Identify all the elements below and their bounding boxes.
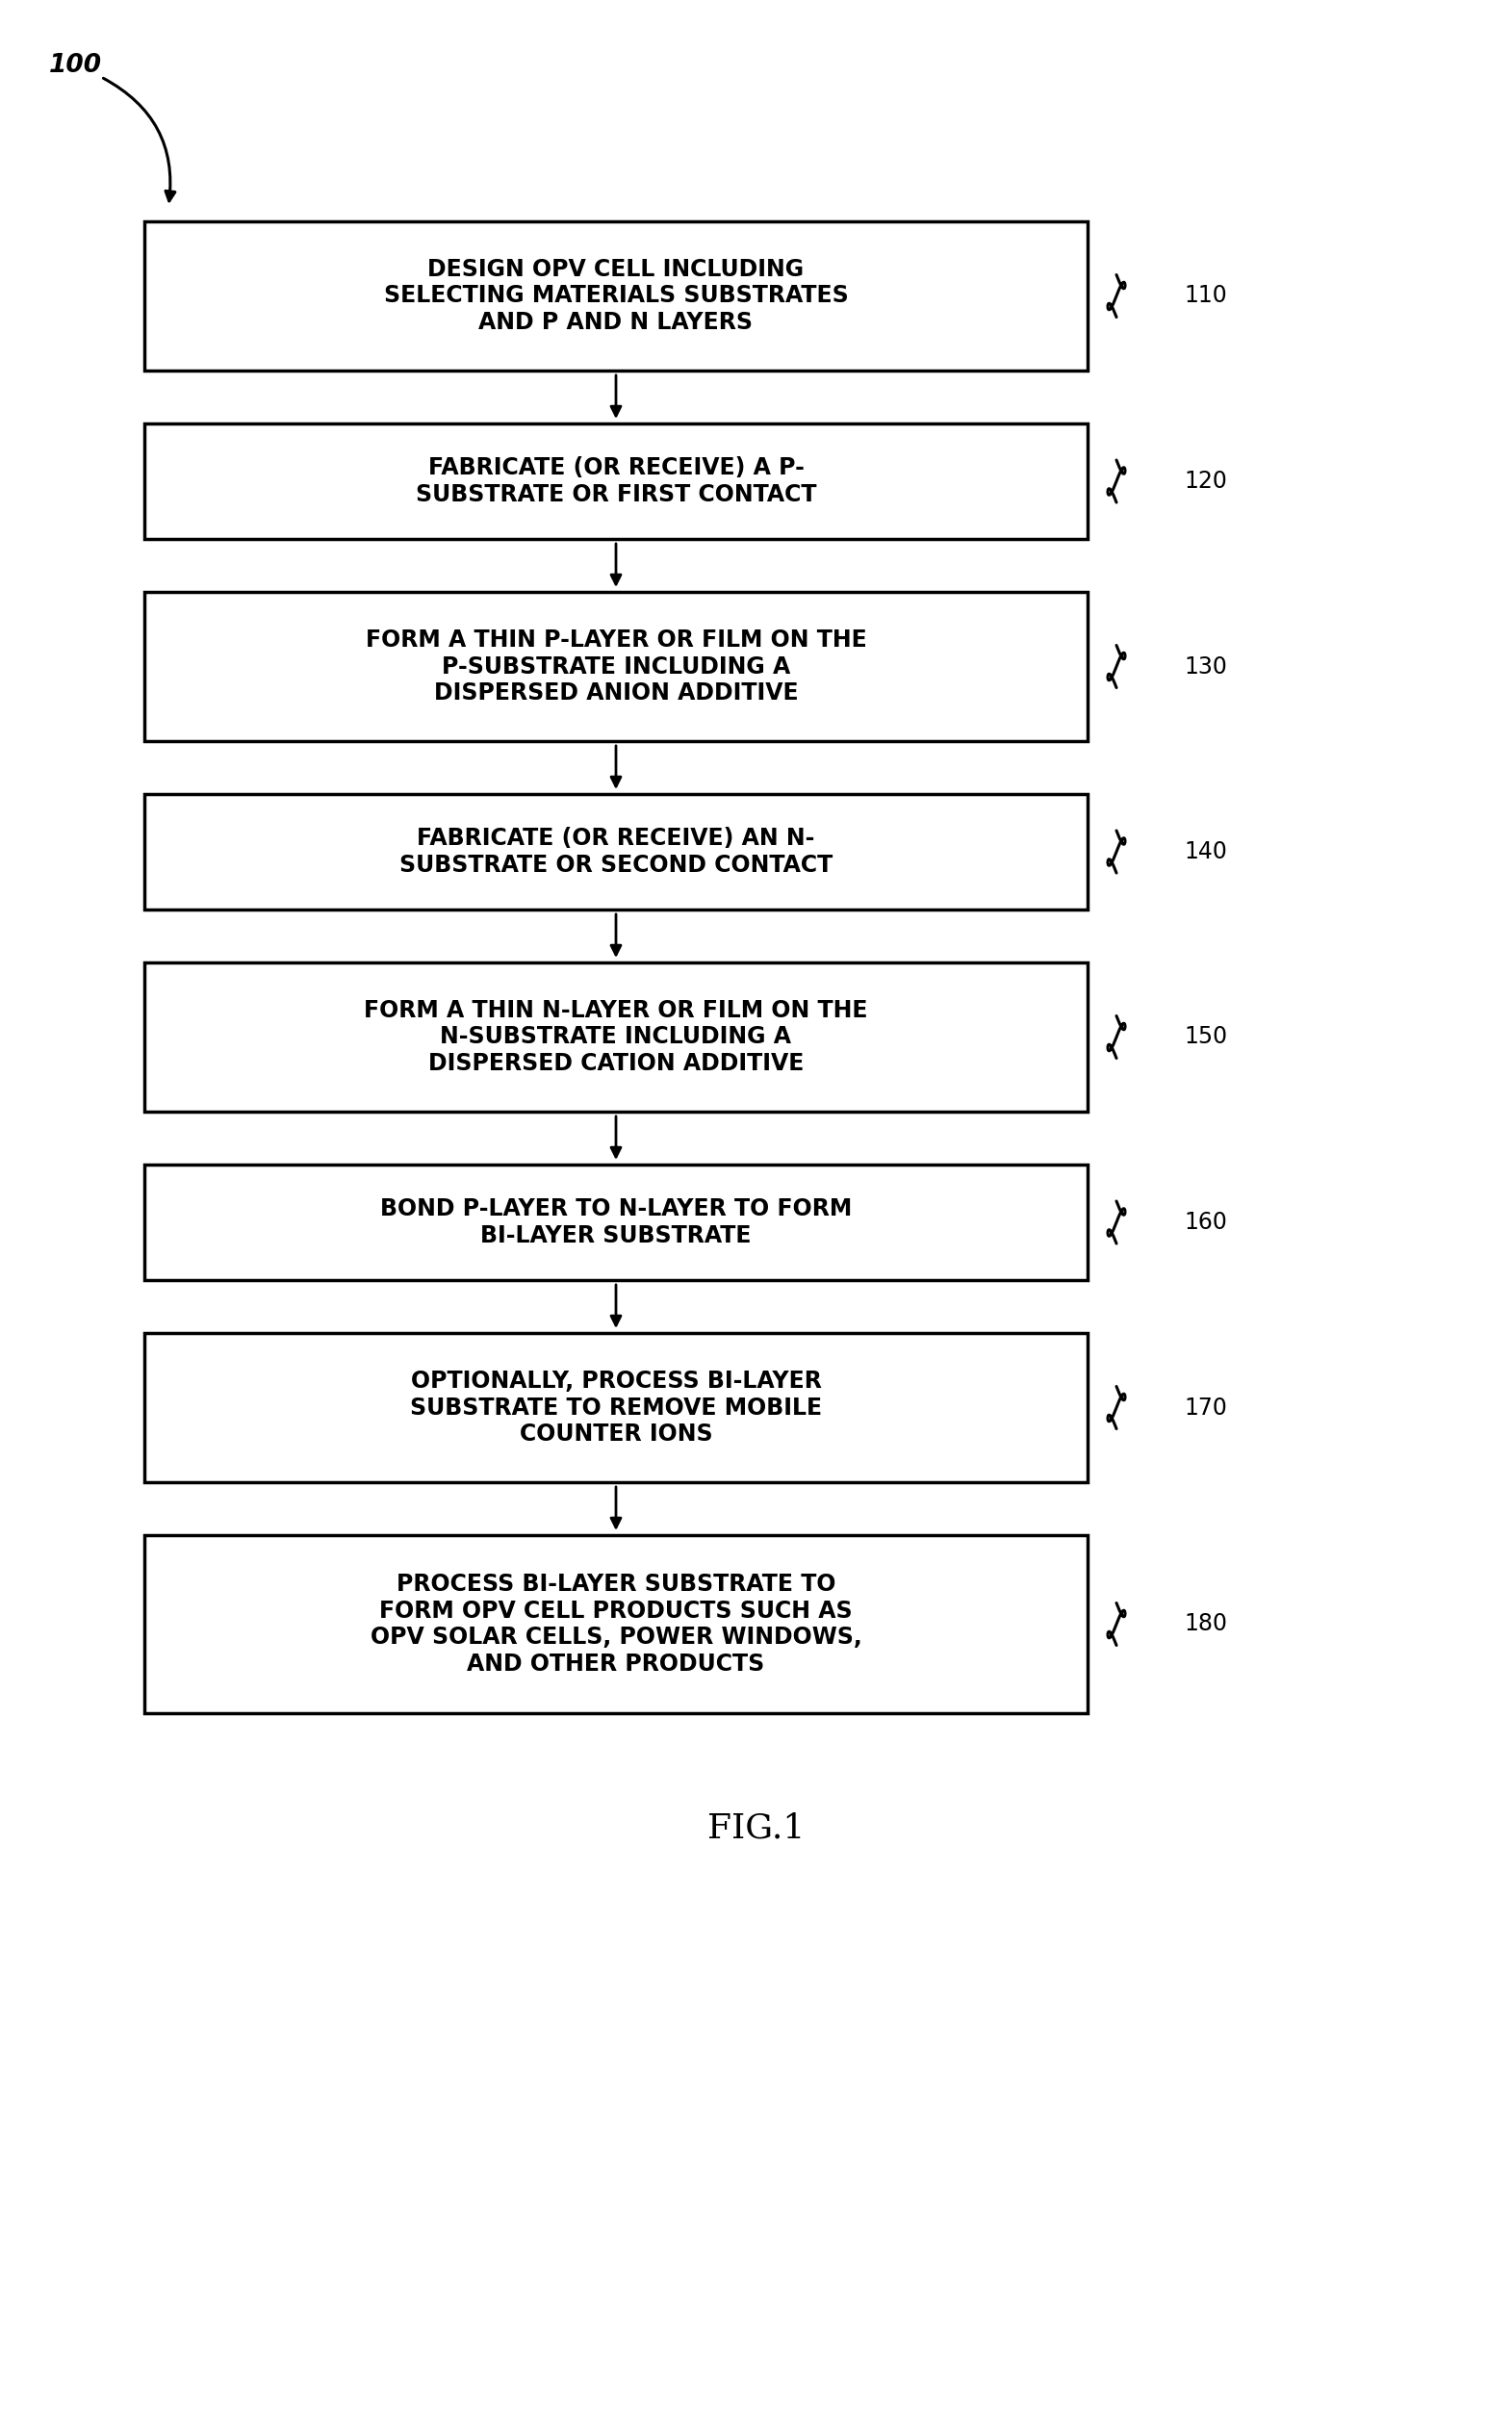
Text: 170: 170: [1184, 1395, 1228, 1419]
Text: 140: 140: [1184, 841, 1228, 863]
Text: FORM A THIN P-LAYER OR FILM ON THE
P-SUBSTRATE INCLUDING A
DISPERSED ANION ADDIT: FORM A THIN P-LAYER OR FILM ON THE P-SUB…: [366, 629, 866, 704]
Bar: [144, 1164, 1087, 1280]
Text: 180: 180: [1184, 1612, 1228, 1636]
Text: 130: 130: [1184, 656, 1228, 677]
Text: OPTIONALLY, PROCESS BI-LAYER
SUBSTRATE TO REMOVE MOBILE
COUNTER IONS: OPTIONALLY, PROCESS BI-LAYER SUBSTRATE T…: [410, 1369, 823, 1446]
Text: FIG.1: FIG.1: [708, 1812, 804, 1846]
Bar: [144, 1333, 1087, 1482]
Text: BOND P-LAYER TO N-LAYER TO FORM
BI-LAYER SUBSTRATE: BOND P-LAYER TO N-LAYER TO FORM BI-LAYER…: [380, 1198, 851, 1248]
Bar: [144, 793, 1087, 909]
Text: 120: 120: [1184, 470, 1228, 492]
Bar: [144, 1535, 1087, 1714]
Bar: [144, 222, 1087, 371]
Bar: [144, 593, 1087, 742]
Bar: [144, 962, 1087, 1111]
Text: FORM A THIN N-LAYER OR FILM ON THE
N-SUBSTRATE INCLUDING A
DISPERSED CATION ADDI: FORM A THIN N-LAYER OR FILM ON THE N-SUB…: [364, 998, 868, 1075]
Text: 160: 160: [1184, 1210, 1228, 1234]
Text: 150: 150: [1184, 1027, 1228, 1048]
Text: FABRICATE (OR RECEIVE) AN N-
SUBSTRATE OR SECOND CONTACT: FABRICATE (OR RECEIVE) AN N- SUBSTRATE O…: [399, 827, 833, 877]
Bar: [144, 424, 1087, 540]
Text: 100: 100: [48, 53, 101, 77]
Text: FABRICATE (OR RECEIVE) A P-
SUBSTRATE OR FIRST CONTACT: FABRICATE (OR RECEIVE) A P- SUBSTRATE OR…: [416, 455, 816, 506]
Text: 110: 110: [1184, 284, 1226, 308]
Text: PROCESS BI-LAYER SUBSTRATE TO
FORM OPV CELL PRODUCTS SUCH AS
OPV SOLAR CELLS, PO: PROCESS BI-LAYER SUBSTRATE TO FORM OPV C…: [370, 1571, 862, 1675]
Text: DESIGN OPV CELL INCLUDING
SELECTING MATERIALS SUBSTRATES
AND P AND N LAYERS: DESIGN OPV CELL INCLUDING SELECTING MATE…: [384, 258, 848, 335]
